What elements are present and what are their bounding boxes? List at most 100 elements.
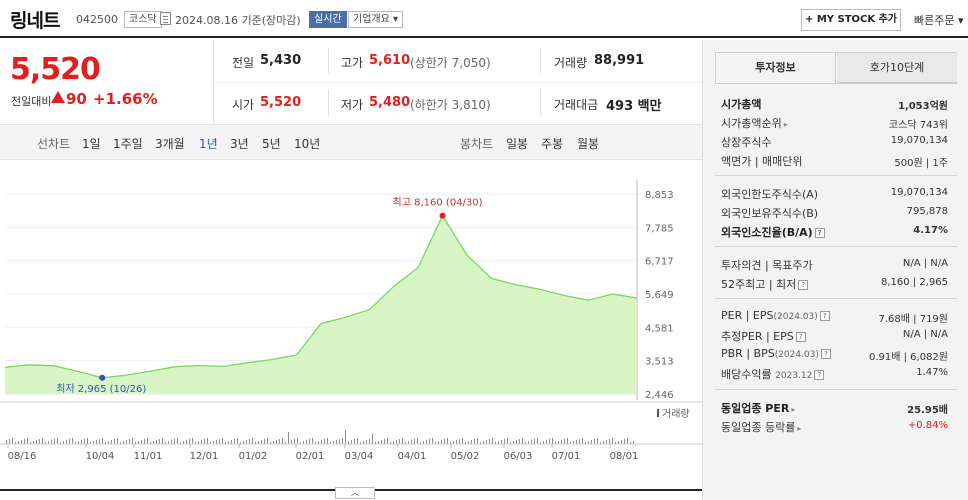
x-tick-label: 08/01 [610, 451, 639, 462]
volume-bar [495, 442, 496, 444]
volume-bar [132, 438, 133, 444]
volume-bar [309, 439, 310, 444]
price-area [5, 215, 637, 394]
arrow-icon: ▸ [783, 120, 788, 129]
line-chart-label[interactable]: 선차트 [37, 137, 71, 151]
volume-bar [24, 439, 25, 444]
volume-bar [114, 439, 115, 444]
period-1w[interactable]: 1주일 [113, 137, 143, 151]
volume-bar [144, 439, 145, 444]
volume-bar [276, 440, 277, 444]
sector-change-label[interactable]: 동일업종 등락률 ▸ [721, 421, 802, 434]
help-icon[interactable]: ? [795, 332, 806, 342]
volume-bar [285, 442, 286, 444]
volume-bar [90, 442, 91, 444]
volume-bar [318, 441, 319, 444]
volume-bar [354, 439, 355, 444]
period-1d[interactable]: 1일 [82, 137, 101, 151]
volume-bar [321, 440, 322, 444]
upper-limit: (상한가 7,050) [410, 56, 491, 70]
volume-bar [588, 441, 589, 444]
volume-bar [414, 439, 415, 444]
volume-bar [372, 434, 373, 444]
volume-bar [129, 439, 130, 444]
volume-label: 거래량 [662, 408, 690, 420]
per-value: 7.68배 | 719원 [878, 314, 948, 325]
x-tick-label: 06/03 [504, 451, 533, 462]
volume-bar [528, 441, 529, 444]
volume-bar [315, 442, 316, 444]
volume-bar [78, 441, 79, 444]
add-my-stock-button[interactable]: + MY STOCK 추가 [801, 9, 901, 31]
volume-bar [246, 440, 247, 444]
divider [715, 389, 957, 390]
volume-bar [429, 439, 430, 444]
volume-bar [411, 440, 412, 444]
candle-daily[interactable]: 일봉 [506, 137, 529, 151]
realtime-button[interactable]: 실시간 [309, 11, 347, 28]
volume-bar [324, 439, 325, 444]
collapse-chart-button[interactable]: ︿ [335, 487, 375, 499]
volume-bar [306, 440, 307, 444]
volume-bar [612, 438, 613, 444]
volume-bar [108, 441, 109, 444]
volume-bar [60, 442, 61, 444]
x-tick-label: 03/04 [345, 451, 374, 462]
volume-bar [555, 442, 556, 444]
volume-bar [573, 441, 574, 444]
period-3m[interactable]: 3개월 [155, 137, 185, 151]
volume-bar [408, 441, 409, 444]
volume-bar [441, 440, 442, 444]
x-tick-label: 10/04 [86, 451, 115, 462]
period-5y[interactable]: 5년 [262, 137, 281, 151]
volume-bar [627, 438, 628, 444]
volume-bar [69, 439, 70, 444]
volume-bar [207, 438, 208, 444]
tab-investment-info[interactable]: 투자정보 [716, 53, 836, 83]
help-icon[interactable]: ? [798, 280, 809, 290]
market-badge: 코스닥 [124, 11, 162, 28]
change-percent: +1.66% [93, 90, 158, 108]
volume-bar [531, 440, 532, 444]
volume-bar [456, 440, 457, 444]
volume-bar [273, 441, 274, 444]
up-triangle-icon [51, 91, 65, 103]
volume-bar [168, 441, 169, 444]
volume-bar [39, 439, 40, 444]
cap-rank-label[interactable]: 시가총액순위 ▸ [721, 117, 788, 130]
volume-bar [81, 440, 82, 444]
min-label: 최저 2,965 (10/26) [56, 383, 146, 395]
period-1y[interactable]: 1년 [199, 137, 218, 151]
volume-bar [93, 441, 94, 444]
company-overview-dropdown[interactable]: 기업개요 ▾ [348, 11, 403, 28]
volume-bar [606, 440, 607, 444]
sector-per-value: 25.95배 [907, 405, 948, 416]
volume-bar [258, 441, 259, 444]
volume-bar [18, 441, 19, 444]
volume-bar [204, 439, 205, 444]
period-3y[interactable]: 3년 [230, 137, 249, 151]
volume-bar [600, 442, 601, 444]
candle-chart-label[interactable]: 봉차트 [460, 137, 494, 151]
volume-bar [567, 438, 568, 444]
sector-per-label[interactable]: 동일업종 PER ▸ [721, 402, 796, 415]
candle-weekly[interactable]: 주봉 [541, 137, 564, 151]
period-10y[interactable]: 10년 [294, 137, 321, 151]
volume-bar [216, 440, 217, 444]
candle-monthly[interactable]: 월봉 [577, 137, 600, 151]
tab-order-book[interactable]: 호가10단계 [837, 53, 957, 83]
help-icon[interactable]: ? [814, 228, 825, 238]
help-icon[interactable]: ? [819, 311, 830, 321]
shares-label: 상장주식수 [721, 136, 772, 149]
volume-bar [84, 439, 85, 444]
open-label: 시가 [232, 98, 255, 112]
volume-bar [405, 442, 406, 444]
chart-period-bar: 선차트 1일 1주일 3개월 1년 3년 5년 10년 봉차트 일봉 주봉 월봉 [0, 124, 702, 160]
pbr-value: 0.91배 | 6,082원 [868, 352, 948, 363]
volume-bar [615, 442, 616, 444]
help-icon[interactable]: ? [814, 370, 825, 380]
help-icon[interactable]: ? [820, 349, 831, 359]
volume-bar [417, 438, 418, 444]
quick-order-dropdown[interactable]: 빠른주문 ▾ [914, 14, 964, 27]
volume-bar [621, 440, 622, 444]
